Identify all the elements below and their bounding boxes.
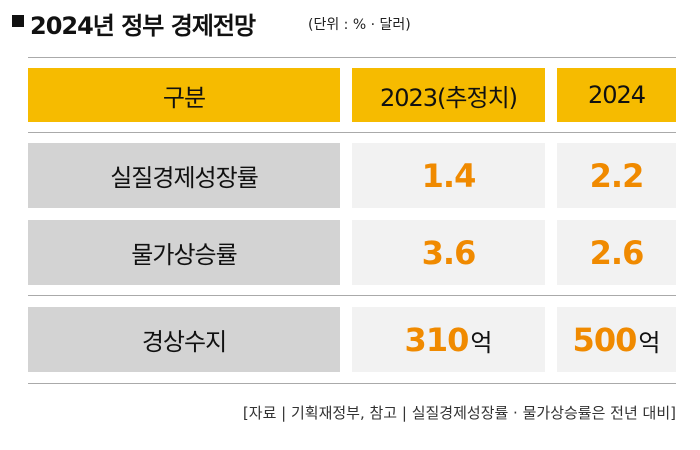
header-cell: 구분 [28, 68, 340, 122]
value-number: 500 [572, 320, 638, 359]
value-cell: 2.6 [557, 220, 676, 285]
unit-note: (단위 : % · 달러) [308, 17, 411, 33]
value: 2.2 [589, 156, 645, 195]
title-marker [12, 15, 24, 27]
rule [28, 132, 676, 133]
value-number: 2.6 [589, 233, 645, 272]
value-unit: 억 [638, 328, 661, 357]
row-label: 실질경제성장률 [28, 143, 340, 208]
value-cell: 1.4 [352, 143, 545, 208]
value-cell: 310 억 [352, 307, 545, 372]
value: 2.6 [589, 233, 645, 272]
header-cell: 2024 [557, 68, 676, 122]
value-number: 3.6 [421, 233, 477, 272]
value-number: 1.4 [421, 156, 477, 195]
rule [28, 57, 676, 58]
value: 500 억 [573, 321, 661, 359]
value-cell: 500 억 [557, 307, 676, 372]
rule [28, 383, 676, 384]
value-cell: 2.2 [557, 143, 676, 208]
value-number: 2.2 [589, 156, 645, 195]
row-label: 경상수지 [28, 307, 340, 372]
rule [28, 295, 676, 296]
value: 1.4 [421, 156, 477, 195]
value: 310 억 [405, 321, 493, 359]
value-cell: 3.6 [352, 220, 545, 285]
value: 3.6 [421, 233, 477, 272]
header-cell: 2023(추정치) [352, 68, 545, 122]
title: 2024년 정부 경제전망 [30, 12, 256, 40]
value-number: 310 [404, 320, 470, 359]
value-unit: 억 [470, 328, 493, 357]
row-label: 물가상승률 [28, 220, 340, 285]
source: [자료 | 기획재정부, 참고 | 실질경제성장률 · 물가상승률은 전년 대비… [242, 404, 676, 422]
